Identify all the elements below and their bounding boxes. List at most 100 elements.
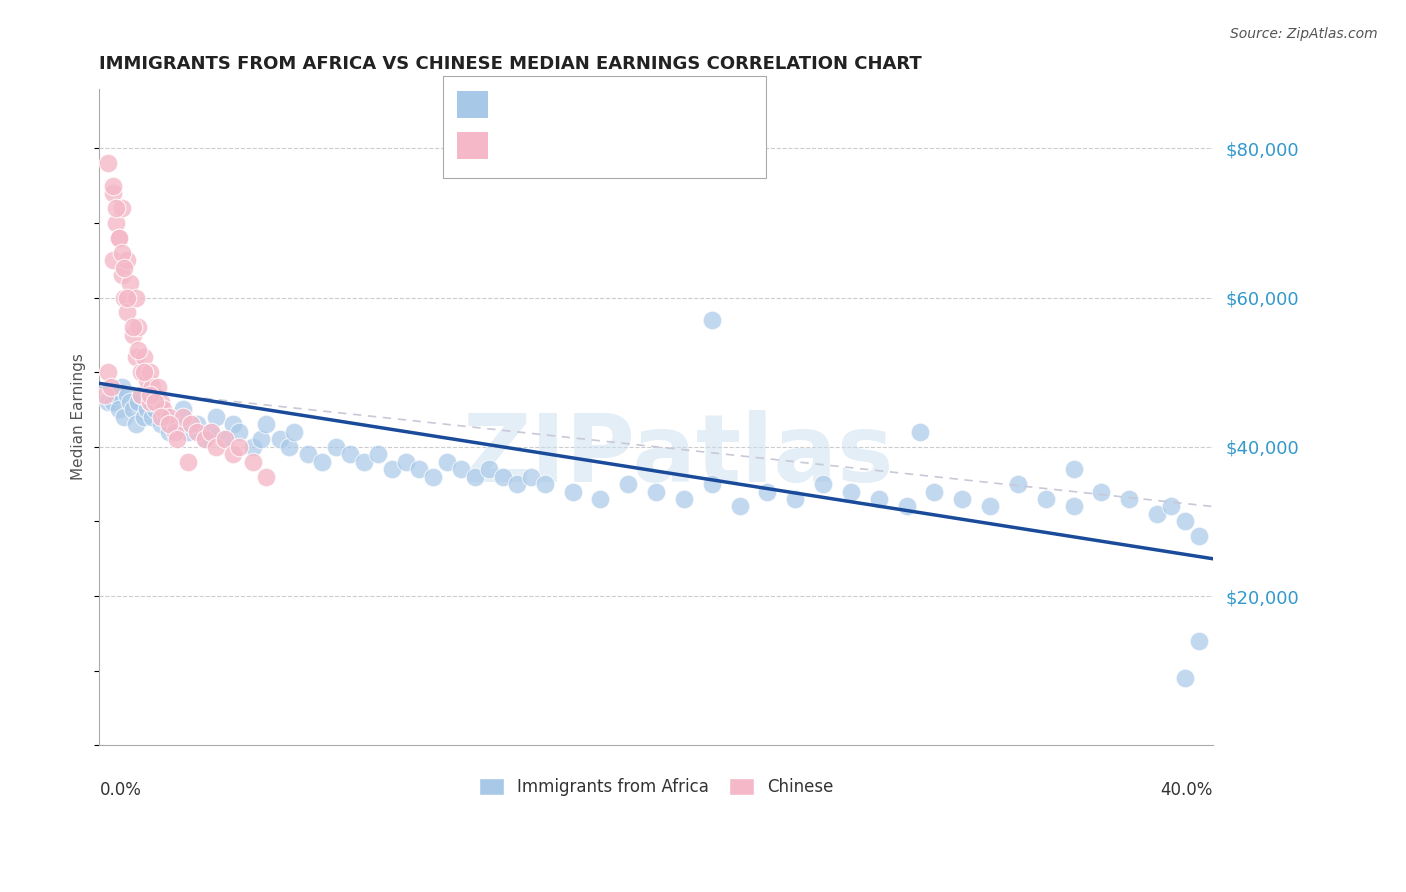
Point: [157, 425, 180, 439]
Point: [152, 402, 174, 417]
Point: [103, 395, 125, 409]
Point: [97, 156, 120, 170]
Point: [394, 455, 416, 469]
Point: [250, 433, 273, 447]
Point: [105, 216, 128, 230]
Text: R =: R =: [496, 95, 533, 113]
Point: [450, 462, 472, 476]
Point: [100, 380, 122, 394]
Point: [94, 387, 117, 401]
Point: [228, 425, 250, 439]
Point: [127, 320, 149, 334]
Point: [141, 380, 163, 394]
Point: [1035, 491, 1057, 506]
Point: [1188, 529, 1211, 543]
Point: [464, 469, 486, 483]
Point: [118, 276, 141, 290]
Point: [214, 433, 236, 447]
Point: [200, 425, 222, 439]
Point: [222, 447, 245, 461]
Point: [127, 395, 149, 409]
Point: [200, 425, 222, 439]
Point: [111, 268, 134, 282]
Point: [1160, 500, 1182, 514]
Point: [111, 245, 134, 260]
Point: [105, 387, 128, 401]
Point: [114, 291, 136, 305]
Point: [194, 433, 217, 447]
Point: [114, 260, 136, 275]
Point: [381, 462, 404, 476]
Point: [103, 186, 125, 200]
Point: [756, 484, 779, 499]
Point: [672, 491, 695, 506]
Point: [163, 417, 186, 432]
Point: [103, 253, 125, 268]
Point: [422, 469, 444, 483]
Point: [979, 500, 1001, 514]
Point: [533, 477, 555, 491]
Point: [222, 417, 245, 432]
Point: [124, 291, 146, 305]
Point: [186, 417, 208, 432]
Point: [143, 402, 166, 417]
Point: [811, 477, 834, 491]
Point: [124, 417, 146, 432]
Text: R =: R =: [496, 136, 533, 154]
Point: [111, 380, 134, 394]
Point: [728, 500, 751, 514]
Point: [506, 477, 529, 491]
Text: 0.0%: 0.0%: [100, 781, 142, 799]
Point: [146, 380, 169, 394]
Point: [868, 491, 890, 506]
Point: [645, 484, 668, 499]
Point: [117, 387, 139, 401]
Point: [121, 327, 143, 342]
Point: [520, 469, 543, 483]
Point: [117, 253, 139, 268]
Point: [254, 417, 277, 432]
Point: [297, 447, 319, 461]
Point: [172, 409, 194, 424]
Point: [700, 477, 723, 491]
Point: [1174, 515, 1197, 529]
Point: [108, 231, 131, 245]
Point: [254, 469, 277, 483]
Point: [353, 455, 375, 469]
Point: [785, 491, 807, 506]
Text: ZIPatlas: ZIPatlas: [463, 410, 894, 502]
Point: [436, 455, 458, 469]
Point: [135, 373, 157, 387]
Point: [108, 231, 131, 245]
Point: [1090, 484, 1112, 499]
Text: N =: N =: [598, 95, 634, 113]
Point: [143, 395, 166, 409]
Point: [149, 409, 172, 424]
Point: [924, 484, 946, 499]
Point: [124, 350, 146, 364]
Point: [1063, 462, 1085, 476]
Point: [283, 425, 305, 439]
Point: [105, 201, 128, 215]
Text: IMMIGRANTS FROM AFRICA VS CHINESE MEDIAN EARNINGS CORRELATION CHART: IMMIGRANTS FROM AFRICA VS CHINESE MEDIAN…: [100, 55, 922, 73]
Point: [325, 440, 347, 454]
Point: [155, 409, 177, 424]
Legend: Immigrants from Africa, Chinese: Immigrants from Africa, Chinese: [472, 771, 841, 803]
Point: [277, 440, 299, 454]
Point: [138, 395, 160, 409]
Point: [186, 425, 208, 439]
Point: [205, 440, 228, 454]
Point: [589, 491, 612, 506]
Point: [408, 462, 430, 476]
Point: [127, 343, 149, 357]
Text: -0.112: -0.112: [527, 136, 586, 154]
Point: [143, 387, 166, 401]
Point: [1007, 477, 1029, 491]
Point: [242, 455, 264, 469]
Point: [228, 440, 250, 454]
Point: [129, 365, 152, 379]
Point: [111, 201, 134, 215]
Point: [149, 395, 172, 409]
Point: [492, 469, 515, 483]
Point: [367, 447, 389, 461]
